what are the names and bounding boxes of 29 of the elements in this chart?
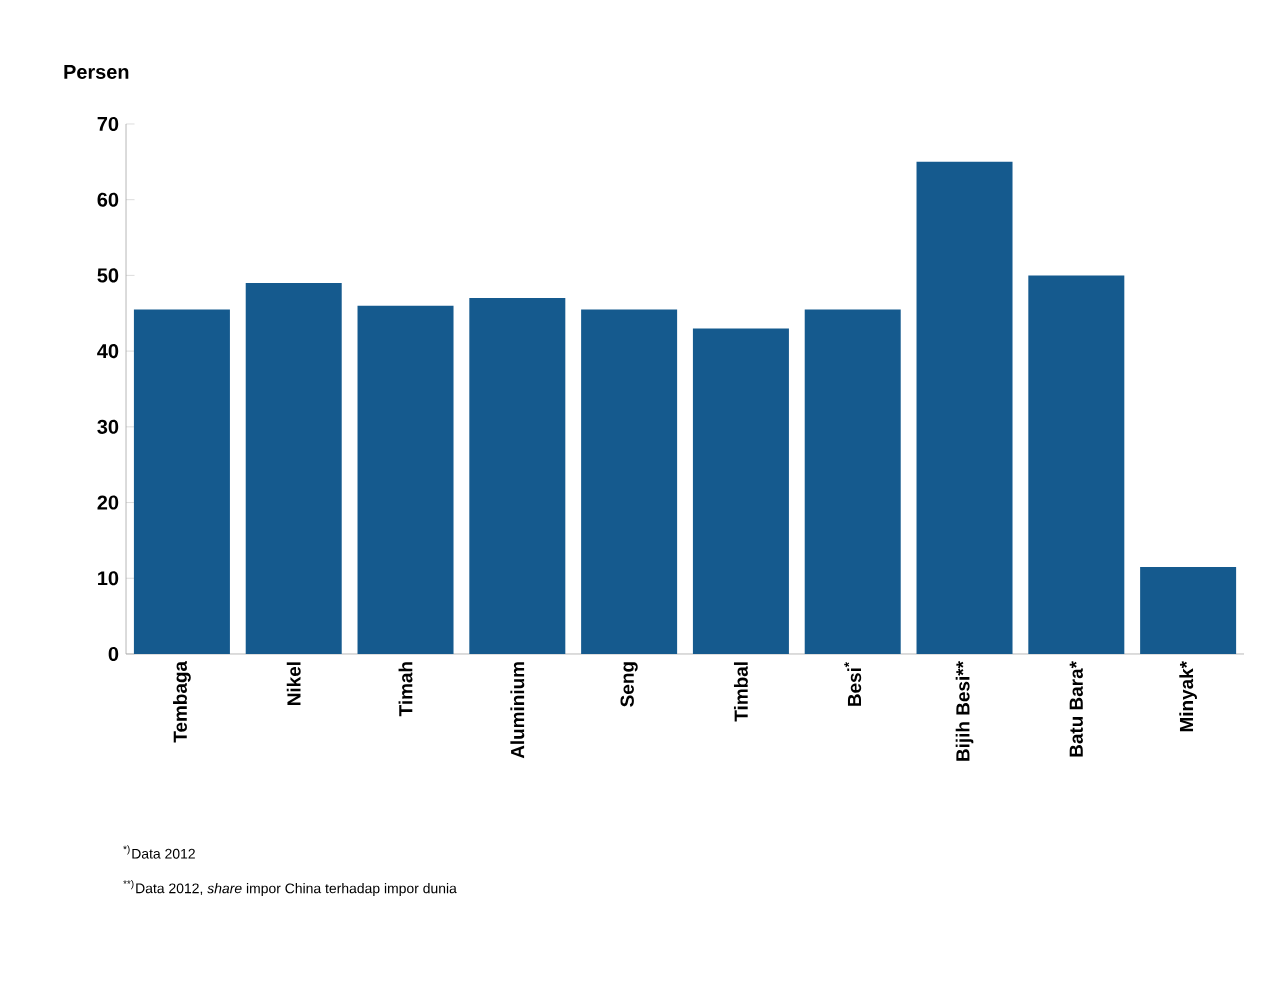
x-tick-label: Minyak* xyxy=(1179,661,1197,732)
y-tick-label: 40 xyxy=(97,344,119,359)
bar xyxy=(916,161,1013,654)
x-tick-label: Nikel xyxy=(286,662,301,705)
bar xyxy=(469,298,566,654)
x-tick-label: Aluminium xyxy=(510,662,525,759)
y-tick-label: 0 xyxy=(108,646,119,662)
x-tick-label: Seng xyxy=(620,662,638,707)
x-tick-label: Bijih Besi** xyxy=(955,661,974,761)
y-tick-label: 20 xyxy=(97,495,119,510)
bar xyxy=(1140,566,1237,654)
x-tick-label: Timbal xyxy=(733,662,748,722)
bar xyxy=(357,305,454,654)
x-tick-label: Batu Bara* xyxy=(1069,661,1083,757)
y-axis-title: Persen xyxy=(64,65,129,79)
x-tick-label: Tembaga xyxy=(173,660,191,743)
x-tick-label: Timah xyxy=(398,662,413,717)
bar xyxy=(1028,275,1125,654)
x-tick-label: Besi$^{*}$ xyxy=(844,662,862,706)
y-tick-label: 70 xyxy=(97,116,119,132)
y-tick-label: 60 xyxy=(97,192,119,207)
bar xyxy=(692,328,789,654)
y-tick-label: 30 xyxy=(97,419,119,434)
bar xyxy=(804,309,901,654)
bar xyxy=(133,309,230,654)
y-tick-label: 10 xyxy=(98,571,119,586)
y-tick-label: 50 xyxy=(97,268,119,283)
bar xyxy=(581,309,678,654)
bar xyxy=(245,282,342,654)
